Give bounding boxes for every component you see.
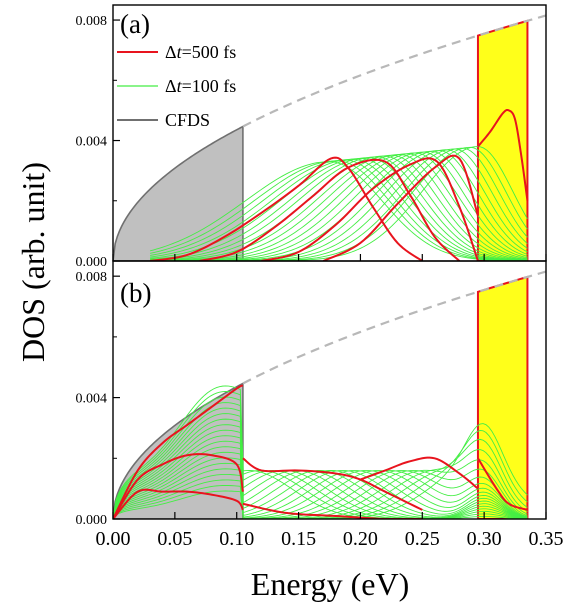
panel-a-ytick-label-1: 0.004 xyxy=(76,135,108,150)
panel-b: 0.000 0.004 0.008 (b) xyxy=(76,260,547,528)
panel-b-red-curve-5 xyxy=(360,456,479,490)
xtick-label-5: 0.25 xyxy=(405,528,440,550)
panel-a-red-curve-4 xyxy=(322,154,479,261)
xtick-label-2: 0.10 xyxy=(219,528,254,550)
panel-b-red-curve-1 xyxy=(113,384,244,519)
panel-b-green-curve-3 xyxy=(113,396,528,519)
panel-a: 0.000 0.004 0.008 (a) Δt=500 fs Δt=100 fs … xyxy=(76,4,547,270)
panel-b-green-curve-14 xyxy=(113,457,528,519)
xtick-label-6: 0.30 xyxy=(467,528,502,550)
panel-b-green-curve-11 xyxy=(113,440,528,519)
panel-b-red-curve-6 xyxy=(242,502,423,519)
panel-b-ytick-label-1: 0.004 xyxy=(76,392,108,407)
panel-a-label: (a) xyxy=(120,9,150,39)
panel-a-fills xyxy=(113,19,529,261)
panel-a-red-curve-1 xyxy=(149,156,423,261)
panel-b-red-curve-4 xyxy=(242,457,423,511)
panel-b-cfds-dashed xyxy=(242,270,546,385)
panel-a-cfds-dashed xyxy=(242,14,546,128)
panel-b-red-curve-3 xyxy=(113,488,244,519)
panel-a-red-curve-3 xyxy=(261,157,479,261)
panel-a-y-ticks: 0.000 0.004 0.008 xyxy=(76,14,120,270)
x-ticks: 0.00 0.05 0.10 0.15 0.20 0.25 0.30 0.35 xyxy=(96,254,564,550)
xtick-label-7: 0.35 xyxy=(529,528,564,550)
legend-label-500fs: Δt=500 fs xyxy=(165,42,236,62)
panel-b-ytick-label-0: 0.000 xyxy=(76,513,108,528)
panel-b-green-curves xyxy=(113,385,528,519)
y-axis-title: DOS (arb. unit) xyxy=(15,162,51,362)
panel-b-red-curve-7 xyxy=(477,457,528,511)
xtick-label-3: 0.15 xyxy=(281,528,316,550)
panel-a-green-curve-12 xyxy=(150,152,528,261)
panel-a-red-curves xyxy=(149,108,529,261)
panel-b-label: (b) xyxy=(120,278,151,308)
panel-a-green-curve-9 xyxy=(150,154,528,261)
panel-a-cfds-fill xyxy=(113,125,244,261)
panel-b-yellow-fill xyxy=(476,275,529,519)
panel-a-red-curve-5 xyxy=(477,108,529,201)
panel-b-frame xyxy=(112,260,547,520)
panel-b-ytick-label-2: 0.008 xyxy=(76,270,108,285)
panel-b-green-curve-5 xyxy=(113,407,528,519)
panel-b-green-curve-10 xyxy=(113,435,528,519)
panel-b-cfds-dashed-line xyxy=(242,270,546,385)
legend: Δt=500 fs Δt=100 fs CFDS xyxy=(117,42,236,130)
panel-b-green-curve-4 xyxy=(113,402,528,519)
panel-a-green-curve-7 xyxy=(150,156,528,261)
legend-label-100fs: Δt=100 fs xyxy=(165,76,236,96)
panel-b-green-curve-7 xyxy=(113,418,528,519)
panel-b-green-curve-1 xyxy=(113,385,528,519)
panel-a-ytick-label-2: 0.008 xyxy=(76,14,108,29)
panel-b-green-curve-2 xyxy=(113,391,528,519)
panel-a-green-curve-6 xyxy=(150,157,528,261)
panel-b-green-curve-17 xyxy=(113,449,528,519)
xtick-label-1: 0.05 xyxy=(157,528,192,550)
panel-b-green-curve-15 xyxy=(113,462,528,519)
panel-a-cfds-dashed-line xyxy=(242,14,546,128)
panel-b-red-curve-2 xyxy=(113,453,244,519)
panel-b-green-curve-12 xyxy=(113,446,528,519)
legend-label-cfds: CFDS xyxy=(165,110,210,130)
x-axis-title: Energy (eV) xyxy=(251,566,409,602)
panel-b-red-curves xyxy=(113,384,528,519)
panel-a-green-curve-1 xyxy=(149,161,528,261)
panel-a-green-curve-4 xyxy=(150,158,528,261)
panel-b-green-curve-9 xyxy=(113,429,528,519)
xtick-label-0: 0.00 xyxy=(96,528,131,550)
panel-a-red-curve-2 xyxy=(199,158,461,261)
panel-a-green-curve-3 xyxy=(150,159,528,261)
xtick-label-4: 0.20 xyxy=(343,528,378,550)
panel-b-y-ticks: 0.000 0.004 0.008 xyxy=(76,270,120,528)
panel-b-green-curve-13 xyxy=(113,451,528,519)
panel-a-ytick-label-0: 0.000 xyxy=(76,255,108,270)
